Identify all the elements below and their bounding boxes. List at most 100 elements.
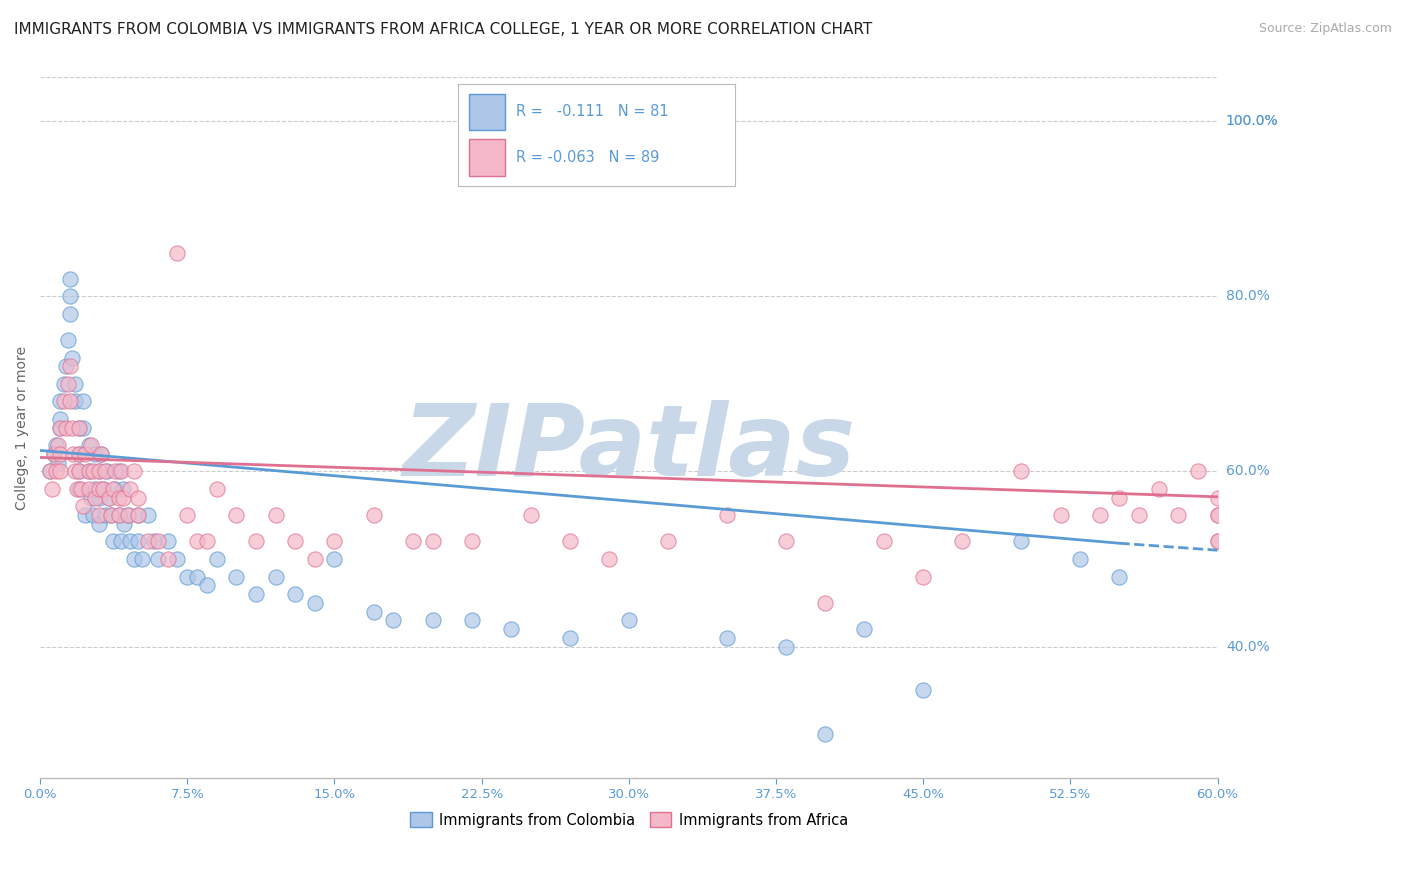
Point: [87, 491, 110, 505]
Point: [107, 465, 129, 479]
Point: [205, 552, 228, 566]
Point: [558, 631, 581, 645]
Point: [323, 552, 346, 566]
Point: [104, 482, 127, 496]
Point: [853, 622, 876, 636]
Point: [166, 552, 188, 566]
Text: IMMIGRANTS FROM COLOMBIA VS IMMIGRANTS FROM AFRICA COLLEGE, 1 YEAR OR MORE CORRE: IMMIGRANTS FROM COLOMBIA VS IMMIGRANTS F…: [14, 22, 872, 37]
Point: [136, 508, 159, 523]
Point: [120, 534, 142, 549]
Point: [1108, 569, 1130, 583]
Point: [1128, 508, 1150, 523]
Point: [87, 516, 110, 531]
Point: [304, 596, 326, 610]
Point: [104, 465, 127, 479]
Point: [58, 307, 80, 321]
Point: [48, 394, 70, 409]
Point: [598, 552, 620, 566]
Point: [127, 491, 149, 505]
Point: [75, 508, 97, 523]
Point: [461, 534, 484, 549]
Point: [58, 289, 80, 303]
Point: [111, 491, 134, 505]
Point: [558, 534, 581, 549]
Point: [77, 438, 100, 452]
Text: 100.0%: 100.0%: [1226, 114, 1278, 128]
Point: [67, 447, 90, 461]
Point: [363, 605, 385, 619]
Point: [110, 465, 132, 479]
Point: [775, 640, 797, 654]
Point: [264, 508, 287, 523]
Point: [156, 534, 179, 549]
Point: [284, 534, 307, 549]
Point: [1206, 491, 1229, 505]
Point: [124, 552, 146, 566]
Point: [67, 420, 90, 434]
Point: [1010, 534, 1032, 549]
Point: [72, 500, 94, 514]
Point: [912, 683, 935, 698]
Point: [67, 465, 90, 479]
Point: [952, 534, 974, 549]
Point: [56, 376, 79, 391]
Text: 100.0%: 100.0%: [1226, 114, 1278, 128]
Point: [62, 447, 84, 461]
Point: [117, 508, 139, 523]
Point: [75, 447, 97, 461]
Point: [65, 394, 87, 409]
Point: [304, 552, 326, 566]
Point: [124, 465, 146, 479]
Point: [195, 578, 218, 592]
Point: [100, 508, 122, 523]
Point: [94, 465, 117, 479]
Point: [82, 465, 104, 479]
Point: [1206, 534, 1229, 549]
Point: [127, 508, 149, 523]
Point: [77, 465, 100, 479]
Point: [45, 465, 67, 479]
Point: [382, 613, 405, 627]
Text: 80.0%: 80.0%: [1226, 289, 1270, 303]
Point: [117, 508, 139, 523]
Point: [58, 359, 80, 374]
Point: [80, 491, 103, 505]
Point: [1147, 482, 1170, 496]
Point: [94, 508, 117, 523]
Point: [146, 534, 169, 549]
Point: [87, 508, 110, 523]
Point: [205, 482, 228, 496]
Point: [176, 569, 198, 583]
Text: 60.0%: 60.0%: [1226, 465, 1270, 478]
Y-axis label: College, 1 year or more: College, 1 year or more: [15, 346, 30, 509]
Point: [107, 508, 129, 523]
Point: [101, 534, 124, 549]
Point: [186, 534, 208, 549]
Point: [39, 465, 62, 479]
Point: [814, 727, 837, 741]
Point: [97, 491, 120, 505]
Point: [82, 508, 104, 523]
Point: [1206, 508, 1229, 523]
Point: [72, 394, 94, 409]
Point: [48, 465, 70, 479]
Point: [323, 534, 346, 549]
Point: [42, 447, 65, 461]
Point: [101, 482, 124, 496]
Point: [284, 587, 307, 601]
Point: [91, 482, 114, 496]
Point: [264, 569, 287, 583]
Point: [46, 438, 69, 452]
Point: [114, 516, 136, 531]
Point: [67, 465, 90, 479]
Point: [501, 622, 523, 636]
Point: [91, 482, 114, 496]
Point: [65, 465, 87, 479]
Point: [45, 438, 67, 452]
Point: [402, 534, 425, 549]
Point: [66, 482, 89, 496]
Point: [107, 508, 129, 523]
Point: [70, 482, 93, 496]
Point: [60, 351, 83, 365]
Point: [912, 569, 935, 583]
